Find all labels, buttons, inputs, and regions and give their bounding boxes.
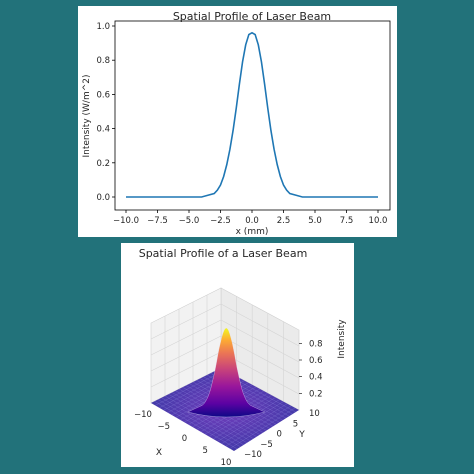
y-tick-label: −10 [244,450,262,460]
y-axis-ticks: 0.0 0.2 0.4 0.6 0.8 1.0 [96,22,115,203]
surface-chart: Spatial Profile of a Laser Beam −10−5051… [134,247,347,467]
z-tick-label: 0.6 [309,356,323,366]
x-tick-label: −5.0 [179,216,200,226]
x-tick-label: −5 [157,422,170,432]
pane-grid-line [150,351,222,388]
x-tick-label: 0.0 [245,216,259,226]
y-axis-ticks-3d: −10−5 0 5 10 [244,409,320,460]
surface-chart-title: Spatial Profile of a Laser Beam [139,247,308,260]
y-tick-label: 0.6 [96,90,110,100]
y-tick-label: 0.4 [96,125,110,135]
x-axis-label-3d: X [156,448,162,458]
x-tick-label: 5 [203,446,208,456]
mesh-line [225,405,292,447]
x-tick-label: −10 [134,410,152,420]
pane-grid-line [220,335,300,379]
surface-chart-panel: Spatial Profile of a Laser Beam −10 −5 0 5 1… [121,243,354,467]
z-axis-label-3d: Intensity [337,319,347,359]
line-chart-frame [114,20,391,211]
x-tick-label: 7.5 [340,216,354,226]
z-tick-label: 0.2 [309,389,323,399]
surface-mesh [154,369,296,450]
mesh-line [213,399,280,440]
mesh-line [229,407,296,449]
line-chart-title: Spatial Profile of Laser Beam [173,10,331,23]
3d-grid-lines [150,295,300,402]
side-pane [150,287,222,404]
x-axis-ticks: −10.0 −7.5 −5.0 −2.5 0.0 2.5 5.0 7.5 10.0 [113,210,388,226]
x-tick-label: 10.0 [369,216,388,226]
y-axis-label-3d: Y [298,430,305,440]
z-tick-label: 0.8 [309,339,323,349]
y-tick-label: 0 [277,430,282,440]
surface-peak [187,327,266,418]
x-tick-label: 2.5 [277,216,291,226]
y-tick-label: 10 [309,409,320,419]
x-axis-label: x (mm) [236,227,269,237]
z-tick-label: 0.4 [309,373,323,383]
y-tick-label: 1.0 [96,22,110,32]
line-chart-panel: Spatial Profile of Laser Beam −10.0 −7.5−… [78,6,397,237]
y-axis-label: Intensity (W/m^2) [82,74,92,157]
y-tick-label: −5 [260,440,273,450]
x-tick-label: 10 [221,458,232,467]
line-chart: Spatial Profile of Laser Beam −10.0 −7.5−… [82,10,391,237]
x-tick-label: −2.5 [210,216,231,226]
x-tick-label: −10.0 [113,216,139,226]
y-tick-label: 0.8 [96,56,110,66]
y-tick-label: 0.2 [96,159,110,169]
mesh-line [208,397,276,437]
x-tick-label: 0 [182,434,187,444]
pane-grid-line [220,303,300,347]
pane-grid-line [150,303,222,340]
z-axis-ticks-3d: 0.2 0.4 0.6 0.8 [299,339,323,399]
mesh-line [217,401,284,442]
y-tick-label: 0.0 [96,193,110,203]
x-tick-label: −7.5 [147,216,168,226]
pane-grid-line [150,319,222,356]
x-tick-label: 5.0 [308,216,322,226]
intensity-line [126,31,378,198]
mesh-line [221,403,288,444]
y-tick-label: 5 [293,419,298,429]
x-axis-ticks-3d: −10 −5 0 5 10 [134,410,231,467]
3d-axis-panes [150,287,300,411]
pane-grid-line [220,319,300,363]
pane-grid-line [150,335,222,372]
